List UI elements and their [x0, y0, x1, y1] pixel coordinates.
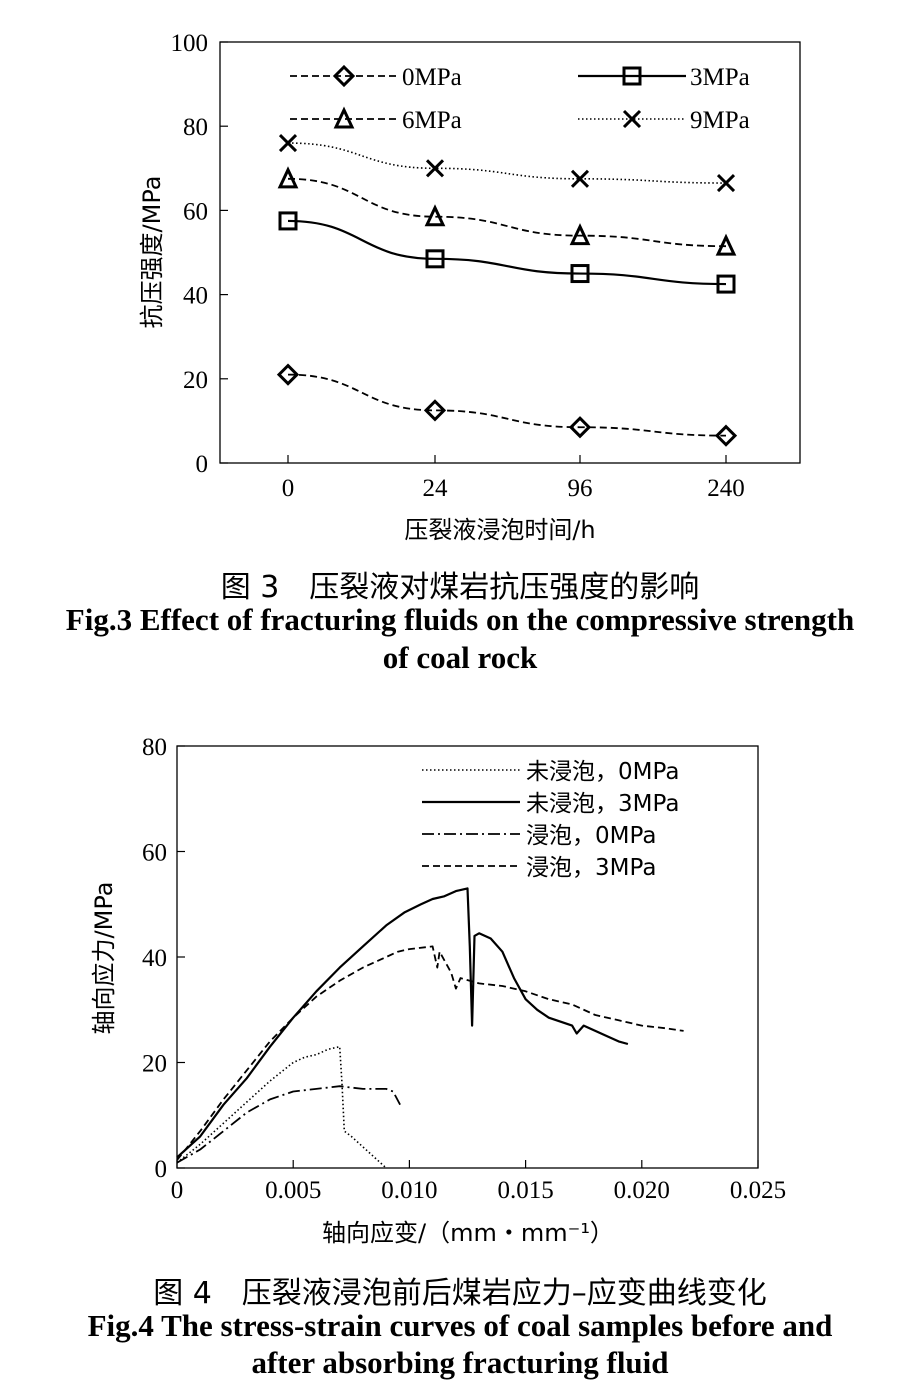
- y-tick-label: 100: [171, 30, 209, 57]
- legend-entry: 未浸泡，0MPa: [422, 759, 679, 785]
- series-line: [176, 945, 684, 1161]
- data-point: [714, 424, 738, 447]
- series-6MPa: [277, 166, 737, 256]
- series-line: [176, 887, 629, 1159]
- x-tick-label: 0: [282, 475, 295, 502]
- legend-entry: 3MPa: [578, 64, 750, 91]
- data-point: [278, 133, 298, 153]
- figure-3: 0 20 40 60 80 100 0 24 96 240 压裂液浸泡时间/h 抗压强度/MPa 0MP…: [0, 0, 920, 690]
- data-point: [715, 233, 737, 256]
- x-tick-label: 0.010: [381, 1177, 437, 1204]
- y-axis-label: 轴向应力/MPa: [90, 882, 118, 1035]
- figure-4: 0 20 40 60 80 0 0.005 0.010 0.015 0.020 0.025 轴向应变/…: [0, 700, 920, 1384]
- legend-marker: [333, 106, 355, 129]
- series-9MPa: [278, 133, 736, 193]
- legend-label: 6MPa: [402, 107, 462, 134]
- y-tick-label: 20: [142, 1051, 167, 1078]
- x-tick-label: 0.020: [614, 1177, 670, 1204]
- legend-label: 未浸泡，3MPa: [526, 791, 679, 817]
- x-axis-label: 压裂液浸泡时间/h: [404, 516, 595, 544]
- x-tick-label: 240: [707, 475, 745, 502]
- y-tick-label: 60: [142, 840, 167, 867]
- series-line: [287, 142, 727, 184]
- legend-entry: 未浸泡，3MPa: [422, 791, 679, 817]
- data-point: [276, 363, 300, 386]
- data-point: [570, 264, 590, 284]
- x-tick-label: 0.005: [265, 1177, 321, 1204]
- legend-entry: 浸泡，3MPa: [422, 855, 656, 881]
- series-line: [287, 373, 727, 437]
- data-point: [277, 166, 299, 189]
- x-tick-label: 96: [568, 475, 593, 502]
- y-tick-label: 80: [142, 734, 167, 761]
- series-line: [287, 219, 727, 286]
- legend-marker: [622, 66, 642, 86]
- legend-entry: 6MPa: [290, 106, 462, 134]
- legend-label: 浸泡，3MPa: [526, 855, 656, 881]
- figure-4-caption-en-line2: after absorbing fracturing fluid: [251, 1345, 669, 1380]
- legend-label: 未浸泡，0MPa: [526, 759, 679, 785]
- figure-3-caption-en-line1: Fig.3 Effect of fracturing fluids on the…: [65, 602, 855, 637]
- legend-label: 0MPa: [402, 64, 462, 91]
- data-point: [425, 159, 445, 178]
- data-point: [278, 211, 298, 231]
- legend-label: 9MPa: [690, 107, 750, 134]
- x-axis-label: 轴向应变/（mm・mm⁻¹）: [322, 1219, 614, 1247]
- data-point: [569, 223, 591, 246]
- y-axis-label: 抗压强度/MPa: [138, 176, 166, 329]
- y-tick-label: 0: [155, 1156, 168, 1183]
- y-tick-label: 40: [183, 283, 208, 310]
- data-point: [424, 204, 446, 227]
- y-tick-label: 20: [183, 367, 208, 394]
- data-point: [570, 169, 590, 188]
- data-point: [423, 399, 447, 422]
- y-tick-label: 80: [183, 114, 208, 141]
- series-line: [176, 1085, 401, 1164]
- x-tick-label: 0.015: [497, 1177, 553, 1204]
- y-tick-label: 40: [142, 945, 167, 972]
- compressive-strength-chart: 0 20 40 60 80 100 0 24 96 240 压裂液浸泡时间/h 抗压强度/MPa 0MP…: [138, 30, 801, 544]
- stress-strain-chart: 0 20 40 60 80 0 0.005 0.010 0.015 0.020 0.025 轴向应变/…: [90, 734, 786, 1247]
- x-tick-label: 24: [423, 475, 449, 502]
- series-0MPa: [276, 363, 738, 447]
- series-3MPa: [278, 211, 736, 294]
- legend-label: 3MPa: [690, 64, 750, 91]
- plot-frame: [219, 41, 801, 464]
- figure-3-caption-cn: 图 3 压裂液对煤岩抗压强度的影响: [220, 570, 700, 605]
- y-tick-label: 60: [183, 198, 208, 225]
- legend-marker: [332, 64, 356, 88]
- figure-4-caption-en-line1: Fig.4 The stress-strain curves of coal s…: [87, 1308, 833, 1343]
- data-point: [425, 249, 445, 269]
- x-tick-label: 0.025: [730, 1177, 786, 1204]
- legend-label: 浸泡，0MPa: [526, 823, 656, 849]
- figure-4-caption-cn: 图 4 压裂液浸泡前后煤岩应力–应变曲线变化: [153, 1276, 767, 1311]
- figure-3-caption-en-line2: of coal rock: [382, 640, 538, 675]
- legend-entry: 9MPa: [578, 107, 750, 134]
- x-tick-label: 0: [171, 1177, 184, 1204]
- series-line: [287, 177, 727, 248]
- y-tick-label: 0: [196, 451, 209, 478]
- data-point: [716, 173, 736, 193]
- data-point: [716, 274, 736, 294]
- legend-entry: 浸泡，0MPa: [422, 823, 656, 849]
- series-line: [176, 1045, 387, 1169]
- data-point: [568, 416, 592, 439]
- legend-entry: 0MPa: [290, 64, 462, 91]
- legend-marker: [622, 109, 642, 129]
